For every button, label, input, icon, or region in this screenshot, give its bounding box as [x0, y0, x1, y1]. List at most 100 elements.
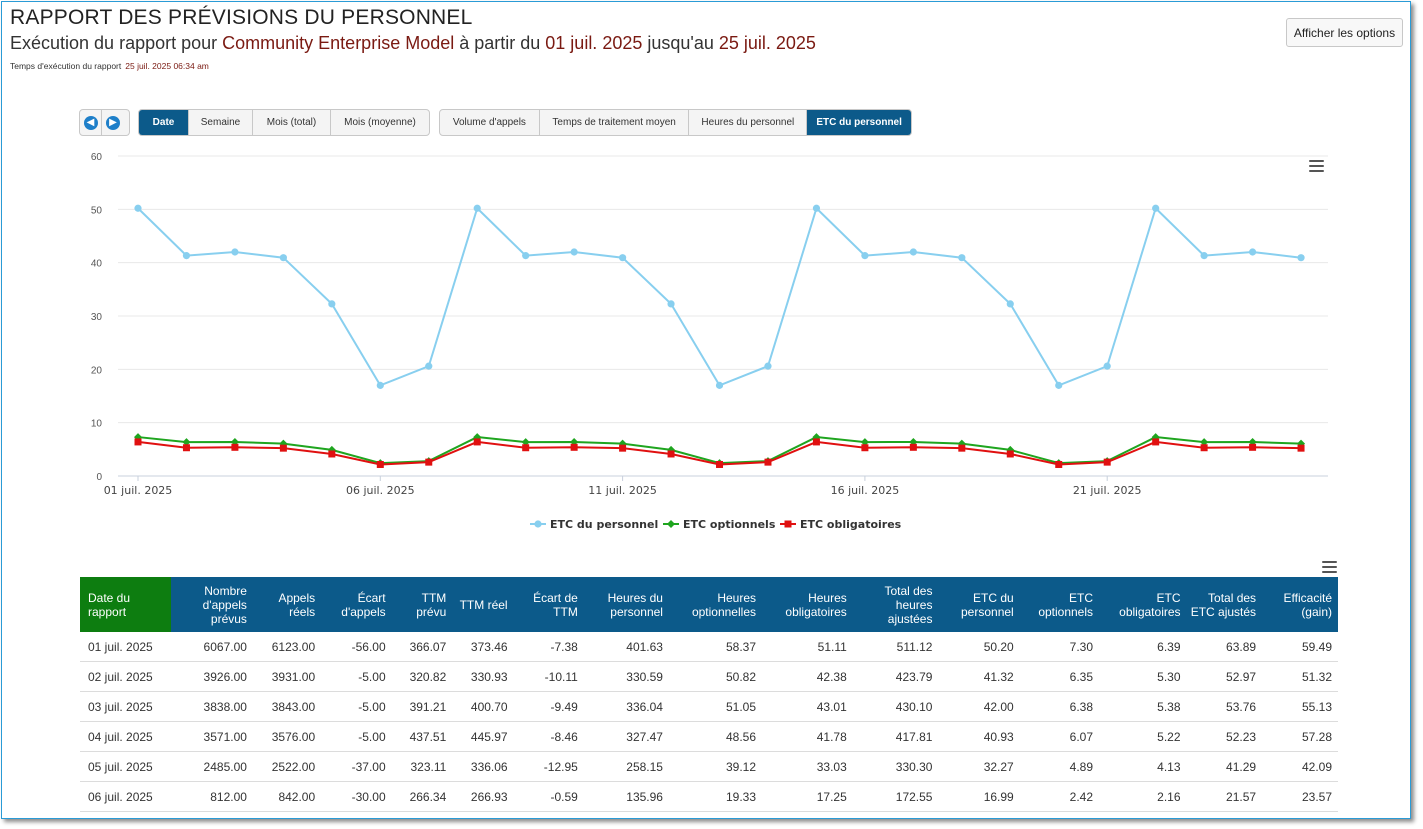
data-point — [860, 438, 869, 447]
tab-month-average[interactable]: Mois (moyenne) — [344, 117, 416, 128]
data-point — [1200, 444, 1208, 452]
data-point — [134, 438, 142, 446]
data-point — [667, 300, 675, 308]
column-header[interactable]: Total des heures ajustées — [852, 577, 939, 632]
data-point — [958, 444, 966, 452]
table-cell: 41.32 — [938, 661, 1020, 692]
table-cell: -7.38 — [513, 632, 584, 662]
column-header[interactable]: ETC obligatoires — [1099, 577, 1187, 632]
table-cell: -8.46 — [513, 721, 584, 752]
x-tick-label: 01 juil. 2025 — [104, 484, 173, 497]
entity-name: Community Enterprise Model — [222, 33, 455, 53]
table-cell: 05 juil. 2025 — [80, 751, 172, 782]
data-point — [473, 438, 481, 446]
data-point — [279, 444, 287, 452]
column-header[interactable]: Appels réels — [252, 577, 322, 632]
table-row: 04 juil. 2025 3571.00 3576.00 -5.00 437.51 44… — [80, 721, 1338, 752]
data-point — [1006, 300, 1014, 308]
table-cell: 19.33 — [668, 781, 762, 812]
tab-week[interactable]: Semaine — [189, 110, 253, 135]
table-cell: -12.95 — [513, 751, 584, 782]
date-from: 01 juil. 2025 — [545, 33, 643, 53]
data-point — [521, 438, 530, 447]
table-cell: 327.47 — [583, 721, 669, 752]
table-cell: 58.37 — [668, 632, 762, 662]
tab-staff-fte[interactable]: ETC du personnel — [807, 110, 911, 135]
tab-month-total[interactable]: Mois (total) — [253, 110, 331, 135]
table-cell: 42.09 — [1262, 751, 1338, 782]
table-cell: 5.22 — [1099, 721, 1187, 752]
data-point — [328, 300, 336, 308]
table-cell: 41.78 — [762, 721, 853, 752]
column-header[interactable]: Heures du personnel — [583, 577, 669, 632]
column-header[interactable]: Heures optionnelles — [668, 577, 762, 632]
table-cell: 266.93 — [452, 781, 514, 812]
column-header[interactable]: TTM prévu — [391, 577, 453, 632]
tab-date[interactable]: Date — [139, 110, 189, 135]
data-point — [715, 381, 724, 389]
data-point — [182, 444, 190, 452]
prev-period-button[interactable]: ◀ — [80, 110, 102, 135]
data-point — [909, 443, 917, 451]
data-point — [1200, 438, 1209, 447]
data-point — [425, 362, 433, 370]
table-cell: 172.55 — [852, 781, 939, 812]
data-point — [1055, 381, 1063, 389]
tab-average-handle-time[interactable]: Temps de traitement moyen — [540, 110, 690, 135]
y-tick-label: 40 — [91, 259, 103, 270]
column-header[interactable]: Efficacité (gain) — [1262, 577, 1338, 632]
column-header[interactable]: Total des ETC ajustés — [1186, 577, 1263, 632]
table-cell: 42.38 — [762, 661, 853, 692]
data-point — [764, 362, 772, 370]
data-point — [570, 443, 578, 451]
table-cell: 50.82 — [668, 661, 762, 692]
runtime-info: Temps d'exécution du rapport 25 juil. 202… — [10, 61, 209, 71]
table-cell: 52.23 — [1186, 721, 1263, 752]
table-cell: -5.00 — [321, 691, 392, 722]
table-cell: 21.57 — [1186, 781, 1263, 812]
y-tick-label: 60 — [91, 152, 103, 163]
table-cell: 23.57 — [1262, 781, 1338, 812]
column-header[interactable]: TTM réel — [452, 577, 514, 632]
arrow-left-icon: ◀ — [83, 115, 98, 130]
tab-staff-hours[interactable]: Heures du personnel — [689, 110, 808, 135]
table-cell: 16.99 — [938, 781, 1020, 812]
series-line — [137, 206, 1302, 387]
next-period-button[interactable]: ▶ — [102, 110, 124, 135]
column-header[interactable]: Heures obligatoires — [762, 577, 853, 632]
column-header[interactable]: ETC optionnels — [1019, 577, 1100, 632]
table-cell: 63.89 — [1186, 632, 1263, 662]
y-tick-label: 0 — [96, 472, 102, 483]
data-point — [182, 438, 191, 447]
column-header[interactable]: Écart d'appels — [321, 577, 392, 632]
table-cell: 42.00 — [938, 691, 1020, 722]
table-menu-icon[interactable] — [1322, 561, 1337, 573]
data-point — [522, 444, 530, 452]
table-cell: 4.89 — [1019, 751, 1100, 782]
show-options-button[interactable]: Afficher les options — [1286, 18, 1403, 47]
data-point — [861, 444, 869, 452]
data-point — [279, 254, 287, 262]
table-cell: 3571.00 — [171, 721, 253, 752]
table-row: 05 juil. 2025 2485.00 2522.00 -37.00 323.11 3… — [80, 751, 1338, 782]
column-header[interactable]: Nombre d'appels prévus — [171, 577, 253, 632]
x-tick-label: 21 juil. 2025 — [1073, 484, 1142, 497]
table-row: 01 juil. 2025 6067.00 6123.00 -56.00 366.07 3… — [80, 632, 1338, 662]
data-point — [1152, 438, 1160, 446]
table-cell: 3576.00 — [252, 721, 322, 752]
column-header[interactable]: ETC du personnel — [938, 577, 1020, 632]
table-cell: 258.15 — [583, 751, 669, 782]
chart-menu-icon[interactable] — [1309, 160, 1324, 172]
data-point — [1200, 252, 1208, 260]
tab-call-volume[interactable]: Volume d'appels — [440, 110, 540, 135]
period-tabs: Date Semaine Mois (total) Mois (moyenne) — [138, 109, 430, 136]
data-point — [425, 458, 433, 466]
table-cell: 266.34 — [391, 781, 453, 812]
column-header[interactable]: Écart de TTM — [513, 577, 584, 632]
y-tick-label: 10 — [91, 419, 103, 430]
date-to: 25 juil. 2025 — [718, 33, 816, 53]
table-cell: 55.13 — [1262, 691, 1338, 722]
table-cell: 417.81 — [852, 721, 939, 752]
column-header[interactable]: Date du rapport — [80, 577, 172, 632]
data-point — [667, 450, 675, 458]
